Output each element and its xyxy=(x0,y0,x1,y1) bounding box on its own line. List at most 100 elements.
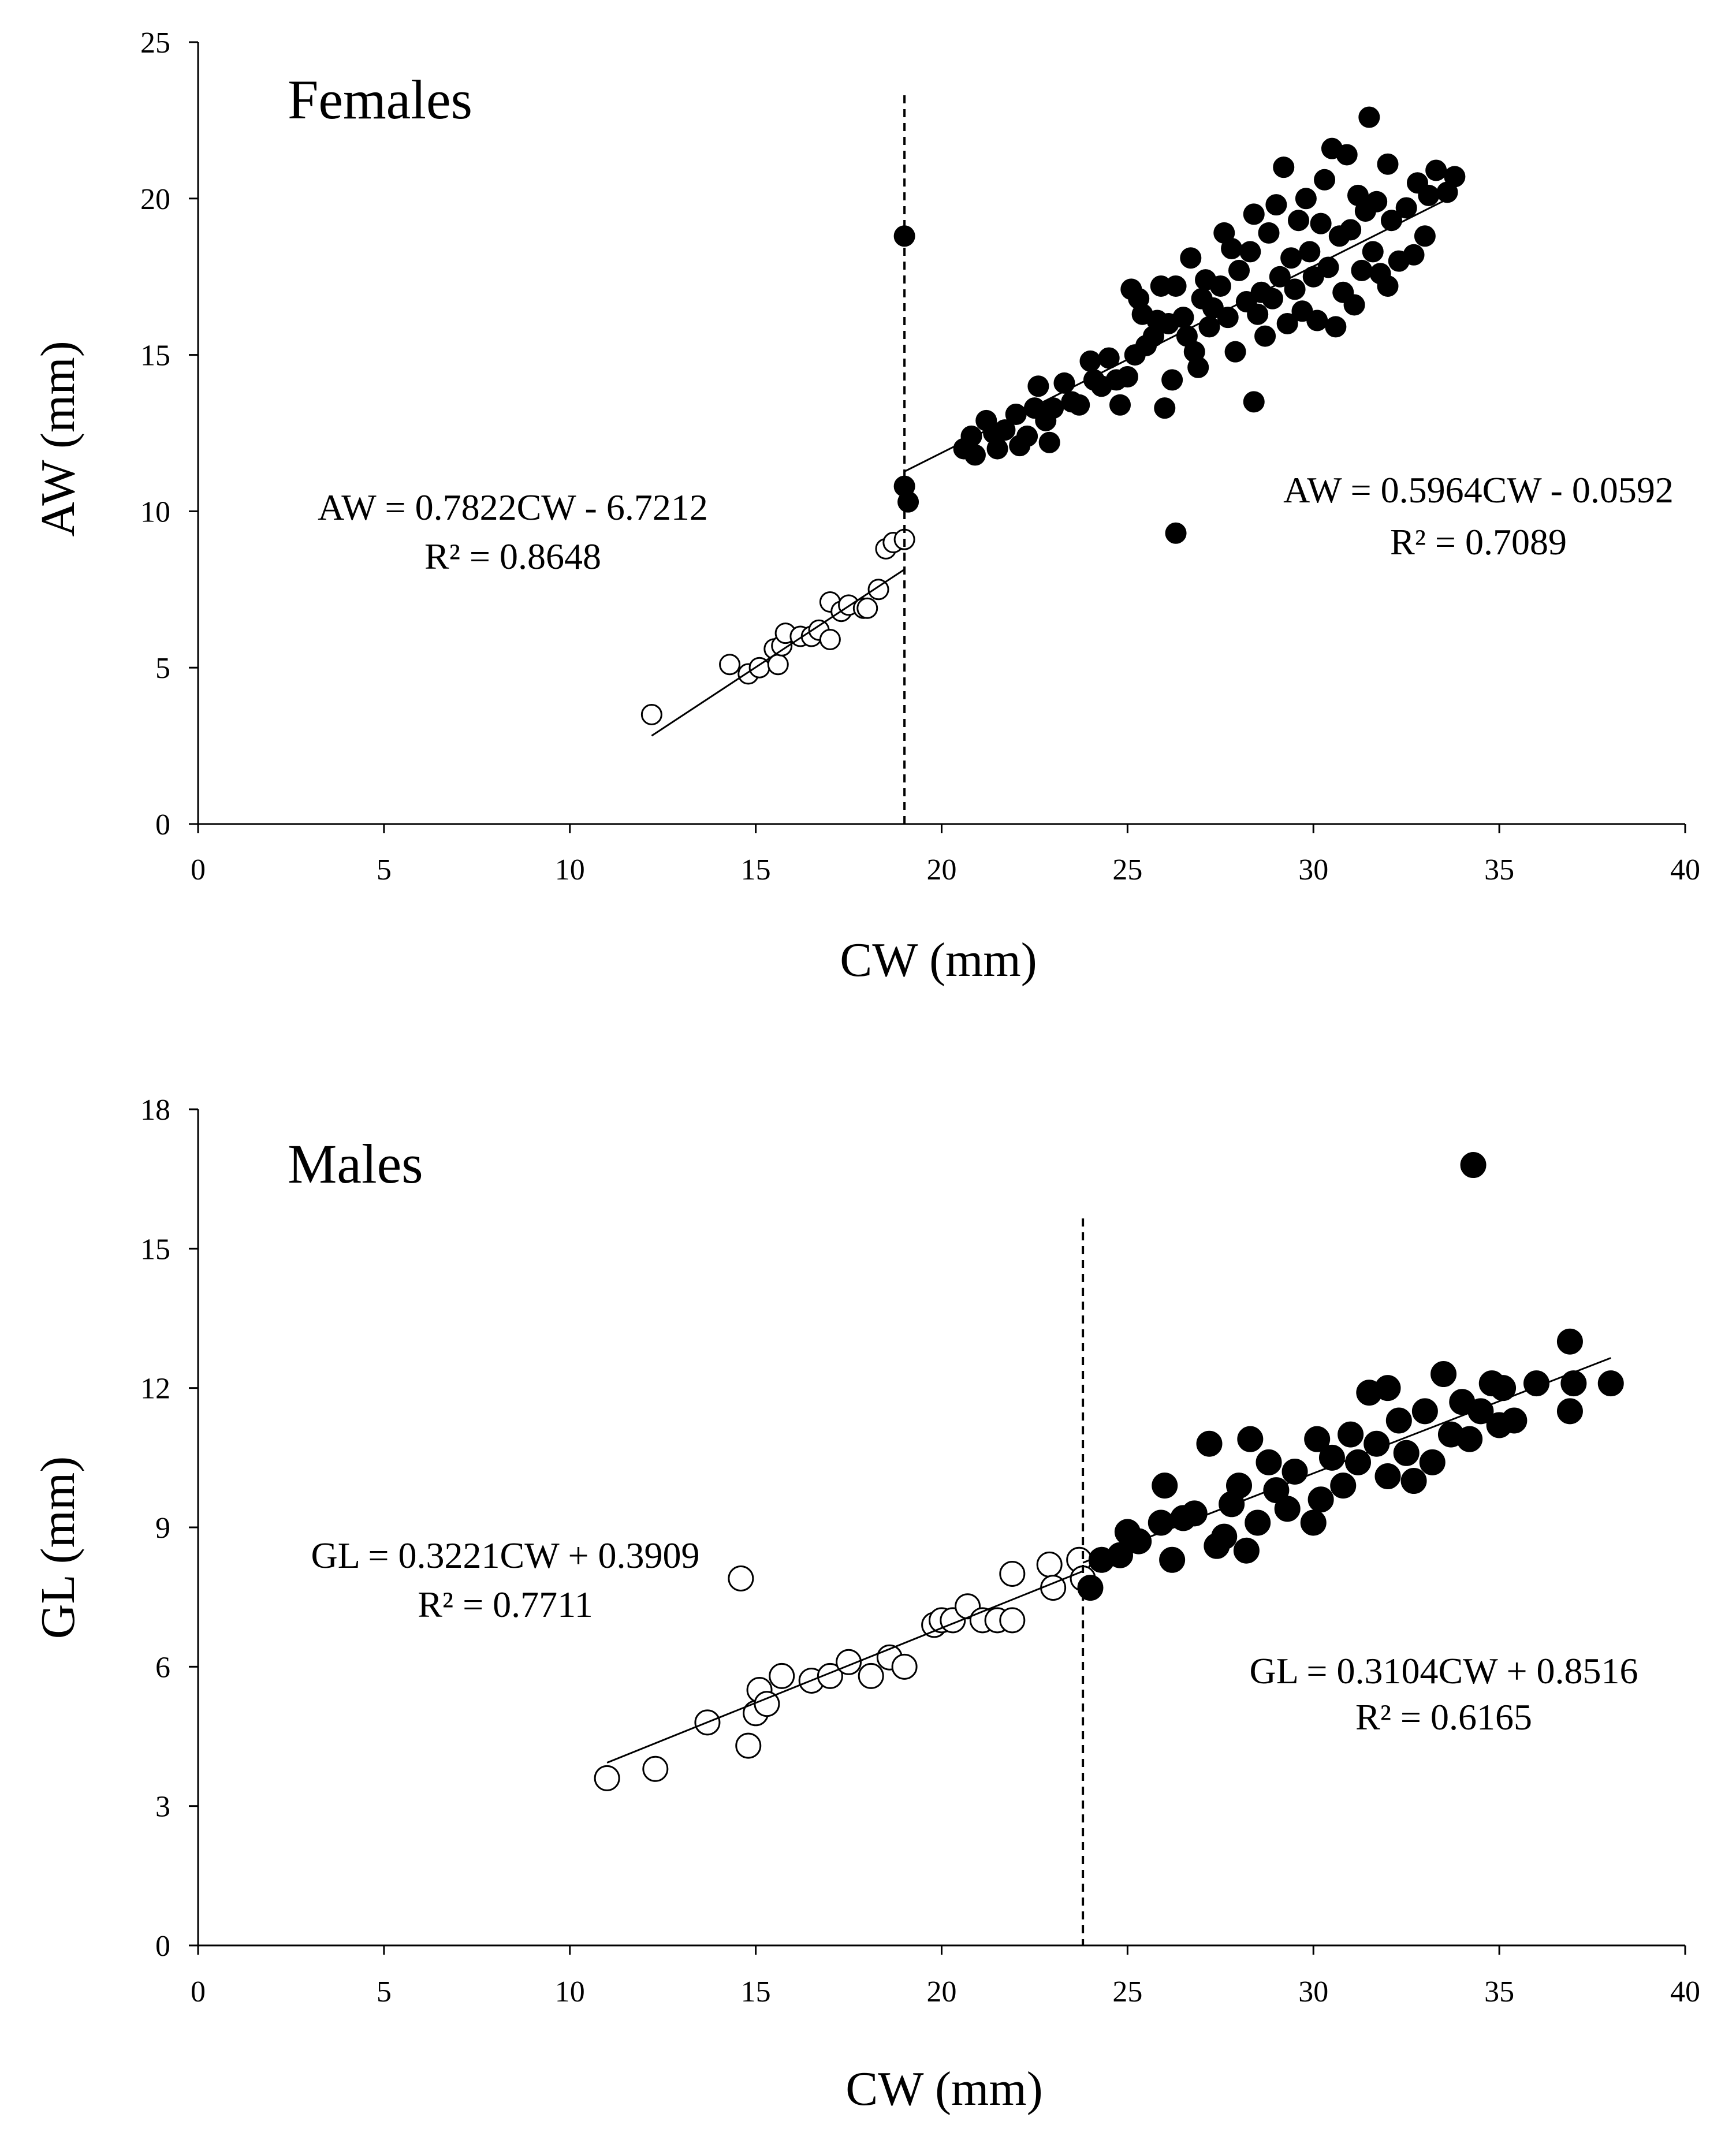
males-juveniles-point xyxy=(642,1755,669,1782)
females-adults-point xyxy=(1314,169,1336,191)
females-adults-point xyxy=(1116,366,1138,388)
males-panel-title: Males xyxy=(288,1133,423,1195)
females-adults-point xyxy=(1161,369,1183,391)
males-adults-point xyxy=(1274,1496,1301,1522)
females-adults-point xyxy=(1362,241,1384,263)
males-adults-point xyxy=(1345,1449,1371,1475)
females-adults-point xyxy=(1247,303,1269,325)
females-adults-fit-line xyxy=(904,195,1455,472)
females-x-tick-label: 35 xyxy=(1484,853,1514,886)
males-x-tick-label: 10 xyxy=(555,1975,585,2008)
females-x-tick-label: 10 xyxy=(555,853,585,886)
males-points xyxy=(594,1152,1624,1791)
females-y-tick-label: 5 xyxy=(155,652,170,685)
males-adults-fit-line xyxy=(1082,1357,1611,1564)
males-adults-point xyxy=(1245,1509,1271,1536)
females-adults-point xyxy=(1198,316,1220,338)
males-adult-r2: R² = 0.6165 xyxy=(1355,1697,1532,1738)
females-panel: 0 5 10 15 20 25 0 5 10 15 20 25 30 35 40 Females CW (… xyxy=(31,27,1700,987)
males-juveniles-point xyxy=(735,1732,762,1759)
females-adults-point xyxy=(1254,325,1276,347)
females-y-tick-label: 20 xyxy=(140,183,170,216)
males-x-tick-label: 5 xyxy=(377,1975,392,2008)
females-adults-point xyxy=(1154,397,1176,419)
males-y-tick-label: 0 xyxy=(155,1930,170,1963)
females-y-tick-label: 0 xyxy=(155,808,170,841)
males-adults-point xyxy=(1374,1375,1401,1401)
males-juveniles-point xyxy=(1036,1551,1063,1578)
females-adults-point xyxy=(1243,203,1265,225)
females-juveniles-point xyxy=(640,703,662,725)
females-adults-point xyxy=(1336,144,1358,166)
females-adults-point xyxy=(960,425,982,447)
males-y-ticks: 0 3 6 9 12 15 18 xyxy=(140,1094,198,1963)
females-fit-lines xyxy=(651,195,1455,737)
females-points xyxy=(640,106,1466,725)
males-adults-point xyxy=(1107,1542,1133,1568)
females-adult-r2: R² = 0.7089 xyxy=(1390,521,1567,562)
females-y-tick-label: 15 xyxy=(140,340,170,372)
males-adults-point xyxy=(1560,1370,1587,1397)
males-adults-point xyxy=(1400,1468,1427,1494)
females-adults-point xyxy=(1224,341,1246,363)
females-y-tick-label: 25 xyxy=(140,27,170,59)
males-y-tick-label: 18 xyxy=(140,1094,170,1127)
females-adults-point xyxy=(1351,259,1373,281)
females-x-tick-label: 5 xyxy=(377,853,392,886)
females-adults-point xyxy=(1280,247,1302,269)
females-adults-point xyxy=(1053,372,1075,394)
males-adults-point xyxy=(1077,1575,1104,1601)
females-x-axis-label: CW (mm) xyxy=(840,933,1037,987)
females-adults-point xyxy=(1269,266,1291,288)
females-adults-point xyxy=(1317,256,1339,278)
females-juveniles-fit-line xyxy=(651,568,905,737)
males-adults-point xyxy=(1181,1500,1208,1527)
males-adults-point xyxy=(1159,1546,1186,1573)
females-adults-point xyxy=(1239,241,1261,263)
males-adults-point xyxy=(1430,1361,1457,1388)
males-adults-point xyxy=(1556,1398,1583,1425)
males-adult-equation: GL = 0.3104CW + 0.8516 xyxy=(1249,1650,1638,1691)
males-adults-point xyxy=(1374,1463,1401,1490)
males-adults-point xyxy=(1556,1328,1583,1355)
females-adults-point xyxy=(1414,225,1436,247)
females-adults-point xyxy=(1038,431,1060,453)
females-adults-point xyxy=(897,491,919,513)
males-y-tick-label: 6 xyxy=(155,1651,170,1684)
males-juveniles-point xyxy=(891,1653,918,1680)
males-juvenile-equation: GL = 0.3221CW + 0.3909 xyxy=(311,1535,699,1576)
females-y-tick-label: 10 xyxy=(140,495,170,528)
males-adults-point xyxy=(1196,1430,1223,1457)
females-adults-point xyxy=(1109,394,1131,416)
females-adults-point xyxy=(1310,213,1332,234)
males-juvenile-r2: R² = 0.7711 xyxy=(418,1584,593,1625)
males-x-tick-label: 0 xyxy=(191,1975,206,2008)
females-adults-point xyxy=(1068,394,1090,416)
males-adults-point xyxy=(1419,1449,1446,1475)
males-adults-point xyxy=(1152,1473,1178,1499)
males-juveniles-point xyxy=(769,1662,795,1689)
females-adults-point xyxy=(1444,166,1466,188)
females-adults-point xyxy=(1340,219,1362,241)
males-x-ticks: 0 5 10 15 20 25 30 35 40 xyxy=(191,1945,1700,2008)
females-adults-point xyxy=(1366,191,1388,213)
females-adult-equation: AW = 0.5964CW - 0.0592 xyxy=(1283,469,1674,510)
males-y-axis-label: GL (mm) xyxy=(31,1456,85,1639)
females-juvenile-r2: R² = 0.8648 xyxy=(424,536,601,577)
males-adults-point xyxy=(1411,1398,1438,1425)
males-juveniles-point xyxy=(594,1765,620,1791)
males-adults-point xyxy=(1256,1449,1282,1475)
males-adults-point xyxy=(1226,1473,1252,1499)
females-adults-point xyxy=(1261,288,1283,310)
females-adults-point xyxy=(1276,312,1298,334)
females-adults-point xyxy=(964,444,986,466)
males-y-tick-label: 15 xyxy=(140,1233,170,1266)
females-juveniles-point xyxy=(867,579,889,601)
females-adults-point xyxy=(1295,188,1317,210)
females-juvenile-equation: AW = 0.7822CW - 6.7212 xyxy=(318,487,708,528)
females-x-ticks: 0 5 10 15 20 25 30 35 40 xyxy=(191,824,1700,886)
females-x-tick-label: 25 xyxy=(1112,853,1142,886)
females-adults-point xyxy=(1403,244,1425,266)
